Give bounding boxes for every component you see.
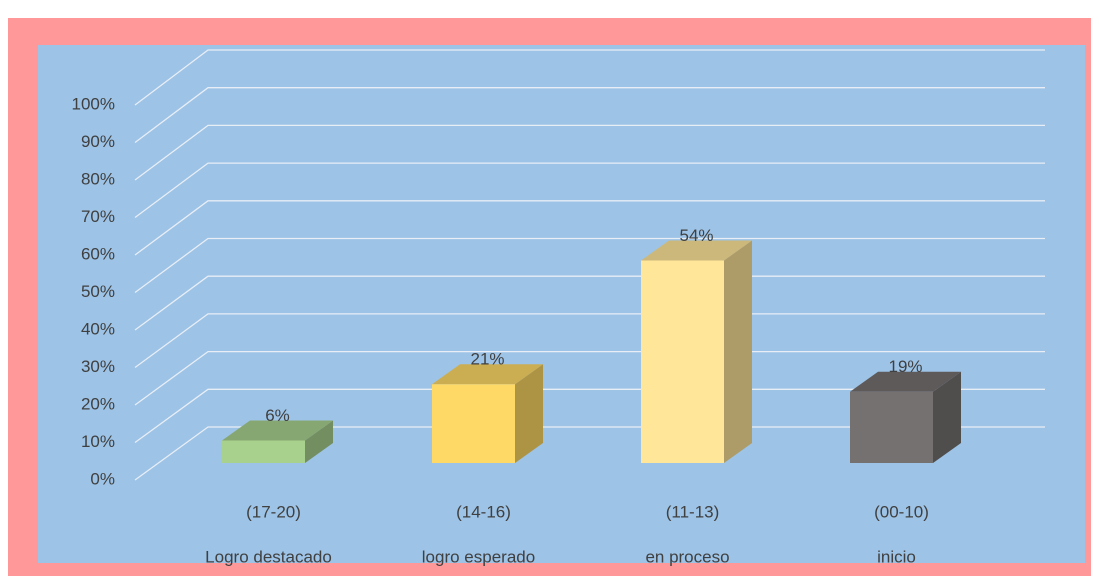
- x-tick-label: (17-20): [246, 502, 301, 521]
- grid-line: [134, 49, 1045, 106]
- y-tick-label: 70%: [81, 207, 115, 226]
- y-tick-label: 10%: [81, 432, 115, 451]
- y-tick-label: 60%: [81, 244, 115, 263]
- x-tick-label: (11-13): [666, 502, 720, 521]
- x-tick-label: (14-16): [456, 502, 511, 521]
- grid-line: [134, 313, 1045, 369]
- grid-line: [134, 200, 1045, 256]
- y-tick-label: 0%: [90, 469, 115, 488]
- y-tick-label: 90%: [81, 132, 115, 151]
- bar-top: [222, 420, 333, 441]
- grid-line: [134, 275, 1045, 331]
- grid-line: [134, 350, 1045, 406]
- bar-side: [305, 420, 333, 463]
- grid-line: [134, 87, 1045, 144]
- grid-line: [134, 124, 1045, 181]
- value-label: 21%: [470, 350, 504, 369]
- bar: [222, 440, 305, 463]
- bar-top: [641, 240, 752, 261]
- y-tick-label: 50%: [81, 282, 115, 301]
- bar-side: [724, 240, 752, 463]
- bar: [850, 391, 933, 463]
- x-tick-description: Logro destacado: [205, 547, 332, 566]
- x-tick-description: en proceso: [645, 547, 729, 566]
- y-tick-label: 40%: [81, 319, 115, 338]
- x-tick-description: inicio: [877, 547, 916, 566]
- bar-top: [850, 371, 961, 392]
- grid-line: [134, 162, 1045, 219]
- plot-background: [38, 45, 1085, 563]
- value-label: 6%: [265, 406, 290, 425]
- bar: [432, 384, 515, 463]
- bar-top: [432, 364, 543, 385]
- y-tick-label: 20%: [81, 394, 115, 413]
- y-tick-label: 80%: [81, 169, 115, 188]
- bar: [641, 260, 724, 463]
- value-label: 19%: [888, 357, 922, 376]
- value-label: 54%: [679, 226, 713, 245]
- x-tick-description: logro esperado: [422, 547, 535, 566]
- bar-side: [933, 371, 961, 463]
- x-tick-label: (00-10): [874, 502, 929, 521]
- grid-line: [134, 388, 1045, 444]
- grid-line: [134, 426, 1045, 481]
- y-tick-label: 100%: [72, 94, 115, 113]
- y-tick-label: 30%: [81, 357, 115, 376]
- grid-line: [134, 237, 1045, 294]
- bar-side: [515, 364, 543, 463]
